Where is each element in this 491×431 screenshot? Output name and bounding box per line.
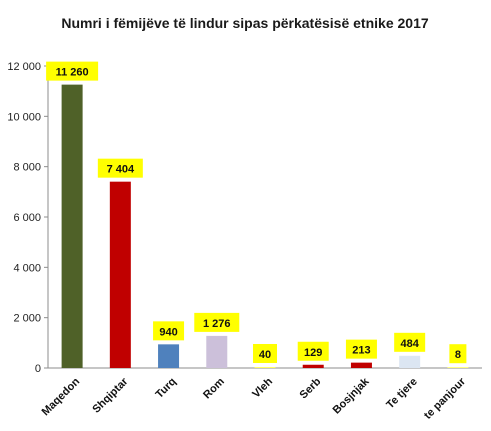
x-tick-label: Shqiptar [90, 375, 131, 416]
y-tick-label: 10 000 [7, 111, 41, 123]
data-label: 940 [153, 321, 185, 341]
data-label-value: 7 404 [107, 164, 135, 176]
data-label: 129 [297, 341, 329, 361]
x-tick-label: Rom [201, 375, 227, 401]
data-label: 40 [253, 343, 277, 363]
bar-te-panjour [447, 367, 469, 368]
data-label: 1 276 [194, 312, 240, 332]
data-label-value: 129 [304, 347, 322, 359]
bar-te-tjere [399, 355, 421, 368]
x-tick-label: te panjour [422, 375, 469, 422]
data-label-value: 213 [352, 345, 370, 357]
y-tick-label: 2 000 [13, 313, 41, 325]
data-label-value: 11 260 [56, 67, 89, 79]
bar-serb [302, 364, 324, 368]
y-tick-label: 6 000 [13, 212, 41, 224]
y-tick-label: 4 000 [13, 262, 41, 274]
axes: 0 2 000 4 000 6 000 8 000 10 000 12 000 [7, 61, 482, 375]
x-tick-label: Serb [298, 375, 324, 401]
data-labels: 11 260 7 404 940 1 276 40 129 213 484 8 [46, 61, 467, 364]
data-label-value: 940 [159, 326, 177, 338]
x-tick-label: Vleh [250, 375, 275, 400]
data-label-box [297, 341, 329, 361]
x-tick-label: Maqedon [40, 375, 83, 418]
y-tick-label: 12 000 [7, 61, 41, 73]
bar-vleh [254, 366, 276, 368]
bar-shqiptar [109, 181, 131, 368]
data-label-value: 40 [259, 349, 271, 361]
bar-maqedon [61, 84, 83, 368]
x-tick-label: Turq [153, 376, 178, 401]
data-label-box [46, 61, 99, 81]
bar-bosjnjak [350, 362, 372, 368]
data-label-box [153, 321, 185, 341]
data-label: 213 [345, 339, 377, 359]
bar-turq [158, 344, 180, 368]
x-tick-labels: Maqedon Shqiptar Turq Rom Vleh Serb Bosjnjak Te… [40, 375, 469, 422]
data-label: 8 [449, 344, 467, 364]
data-label-box [97, 158, 143, 178]
data-label-box [449, 344, 467, 364]
data-label-value: 8 [455, 349, 461, 361]
y-tick-label: 8 000 [13, 162, 41, 174]
chart-title: Numri i fëmijëve të lindur sipas përkatë… [61, 15, 428, 31]
data-label-box [253, 343, 277, 363]
data-label-value: 484 [400, 338, 419, 350]
x-tick-label: Bosjnjak [331, 375, 373, 417]
y-tick-label: 0 [35, 363, 41, 375]
data-label: 11 260 [46, 61, 99, 81]
data-label: 484 [394, 332, 426, 352]
data-label: 7 404 [97, 158, 143, 178]
x-tick-label: Te tjere [384, 376, 420, 412]
bar-rom [206, 335, 228, 368]
data-label-box [194, 312, 240, 332]
data-label-box [345, 339, 377, 359]
data-label-box [394, 332, 426, 352]
data-label-value: 1 276 [203, 318, 231, 330]
bars [61, 84, 469, 368]
